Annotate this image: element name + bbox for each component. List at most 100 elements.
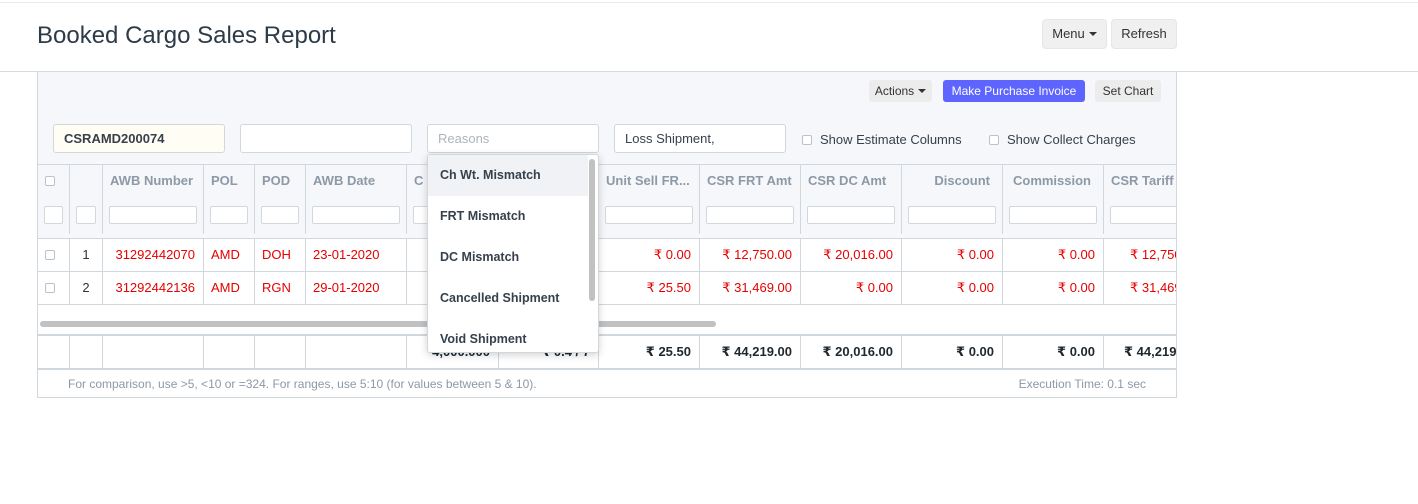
- loss-filter-input[interactable]: Loss Shipment,: [614, 124, 786, 153]
- pol-cell: AMD: [204, 272, 255, 304]
- total-discount: ₹ 0.00: [902, 336, 1003, 368]
- row-checkbox[interactable]: [45, 250, 55, 260]
- pod-filter[interactable]: [261, 206, 299, 224]
- filter-cell: [204, 198, 255, 234]
- horizontal-scrollbar[interactable]: [38, 321, 1176, 327]
- discount-cell: ₹ 0.00: [902, 272, 1003, 304]
- total-cell: [255, 336, 306, 368]
- filter-cell: [700, 198, 801, 234]
- secondary-filter-input[interactable]: [240, 124, 412, 153]
- col-csr-tariff[interactable]: CSR Tariff .: [1111, 173, 1177, 188]
- awb-date-value: 29-01-2020: [313, 280, 380, 295]
- reasons-dropdown: Ch Wt. Mismatch FRT Mismatch DC Mismatch…: [427, 154, 599, 353]
- csr-tariff-cell: ₹ 12,750: [1130, 247, 1177, 262]
- col-csr-frt-amt[interactable]: CSR FRT Amt: [700, 165, 801, 198]
- reason-option[interactable]: Cancelled Shipment: [440, 291, 560, 305]
- filter-cell: [38, 198, 70, 234]
- awb-date-value: 23-01-2020: [313, 247, 380, 262]
- total-commission: ₹ 0.00: [1003, 336, 1104, 368]
- filter-input[interactable]: [76, 206, 96, 224]
- col-unit-sell[interactable]: Unit Sell FR...: [599, 165, 700, 198]
- csr-frt-cell: ₹ 12,750.00: [700, 239, 801, 271]
- col-index-header: [70, 165, 103, 198]
- awb-date-cell: 29-01-2020: [306, 272, 407, 304]
- actions-label: Actions: [874, 84, 915, 98]
- csr-tariff-filter[interactable]: [1110, 206, 1176, 224]
- filter-cell: [255, 198, 306, 234]
- commission-cell: ₹ 0.00: [1003, 239, 1104, 271]
- table-row[interactable]: 2 31292442136 AMD RGN 29-01-2020 ₹ 25.50…: [38, 271, 1177, 304]
- make-purchase-invoice-button[interactable]: Make Purchase Invoice: [943, 80, 1085, 102]
- total-unit-sell: ₹ 25.50: [599, 336, 700, 368]
- show-collect-toggle[interactable]: Show Collect Charges: [989, 132, 1136, 147]
- discount-cell: ₹ 0.00: [902, 239, 1003, 271]
- pod-cell: DOH: [255, 239, 306, 271]
- awb-number-cell[interactable]: 31292442070: [103, 239, 204, 271]
- menu-label: Menu: [1052, 26, 1085, 41]
- menu-button[interactable]: Menu: [1042, 19, 1107, 49]
- awb-number-cell[interactable]: 31292442136: [103, 272, 204, 304]
- show-estimate-toggle[interactable]: Show Estimate Columns: [802, 132, 962, 147]
- col-awb-number[interactable]: AWB Number: [103, 165, 204, 198]
- col-discount[interactable]: Discount: [902, 165, 1003, 198]
- total-cell: [306, 336, 407, 368]
- col-commission[interactable]: Commission: [1003, 165, 1104, 198]
- col-csr-dc-amt[interactable]: CSR DC Amt: [801, 165, 902, 198]
- unit-sell-cell: ₹ 0.00: [599, 239, 700, 271]
- reason-option[interactable]: DC Mismatch: [440, 250, 520, 264]
- table-row[interactable]: 1 31292442070 AMD DOH 23-01-2020 ₹ 0.00 …: [38, 238, 1177, 271]
- discount-filter[interactable]: [908, 206, 996, 224]
- col-pod[interactable]: POD: [255, 165, 306, 198]
- col-pol[interactable]: POL: [204, 165, 255, 198]
- commission-cell: ₹ 0.00: [1003, 272, 1104, 304]
- reasons-filter-input[interactable]: Reasons: [427, 124, 599, 153]
- filter-input[interactable]: [44, 206, 63, 224]
- row-checkbox[interactable]: [45, 283, 55, 293]
- reason-option[interactable]: FRT Mismatch: [440, 209, 526, 223]
- filter-cell: [1104, 198, 1176, 234]
- refresh-button[interactable]: Refresh: [1111, 19, 1177, 49]
- top-border: [0, 0, 1418, 3]
- csr-dc-cell: ₹ 20,016.00: [801, 239, 902, 271]
- set-chart-button[interactable]: Set Chart: [1095, 80, 1161, 102]
- reason-option[interactable]: Ch Wt. Mismatch: [428, 155, 588, 196]
- show-estimate-checkbox[interactable]: [802, 135, 812, 145]
- show-estimate-label: Show Estimate Columns: [820, 132, 962, 147]
- commission-filter[interactable]: [1009, 206, 1097, 224]
- pol-cell: AMD: [204, 239, 255, 271]
- awb-date-filter[interactable]: [312, 206, 400, 224]
- table-header-row: AWB Number POL POD AWB Date C Unit Sell …: [38, 164, 1177, 198]
- row-index: 2: [70, 272, 103, 304]
- pol-filter[interactable]: [210, 206, 248, 224]
- filter-hint: For comparison, use >5, <10 or =324. For…: [68, 377, 537, 391]
- csr-frt-filter[interactable]: [706, 206, 794, 224]
- scrollbar-thumb[interactable]: [40, 321, 716, 327]
- footer-divider: [38, 368, 1176, 369]
- execution-time: Execution Time: 0.1 sec: [1018, 377, 1146, 391]
- customer-filter-input[interactable]: CSRAMD200074: [53, 124, 225, 153]
- col-awb-date[interactable]: AWB Date: [306, 165, 407, 198]
- total-csr-dc: ₹ 20,016.00: [801, 336, 902, 368]
- filter-cell: [103, 198, 204, 234]
- total-csr-tariff: ₹ 44,219: [1124, 344, 1177, 359]
- filter-cell: [1003, 198, 1104, 234]
- awb-number-filter[interactable]: [109, 206, 197, 224]
- select-all-checkbox[interactable]: [45, 176, 55, 186]
- totals-row: 4,000.000 ₹ 0.4 / 7 ₹ 25.50 ₹ 44,219.00 …: [38, 334, 1177, 370]
- total-cell: [103, 336, 204, 368]
- page-title: Booked Cargo Sales Report: [37, 22, 336, 49]
- total-cell: [204, 336, 255, 368]
- unit-sell-filter[interactable]: [605, 206, 693, 224]
- pod-cell: RGN: [255, 272, 306, 304]
- show-collect-checkbox[interactable]: [989, 135, 999, 145]
- row-select-cell: [38, 239, 70, 271]
- unit-sell-cell: ₹ 25.50: [599, 272, 700, 304]
- csr-tariff-cell: ₹ 31,469: [1130, 280, 1177, 295]
- dropdown-scrollbar[interactable]: [589, 159, 595, 301]
- reason-option[interactable]: Void Shipment: [440, 332, 527, 346]
- actions-button[interactable]: Actions: [869, 80, 932, 102]
- filter-cell: [70, 198, 103, 234]
- csr-dc-filter[interactable]: [807, 206, 895, 224]
- filter-cell: [599, 198, 700, 234]
- select-all-cell: [38, 165, 70, 198]
